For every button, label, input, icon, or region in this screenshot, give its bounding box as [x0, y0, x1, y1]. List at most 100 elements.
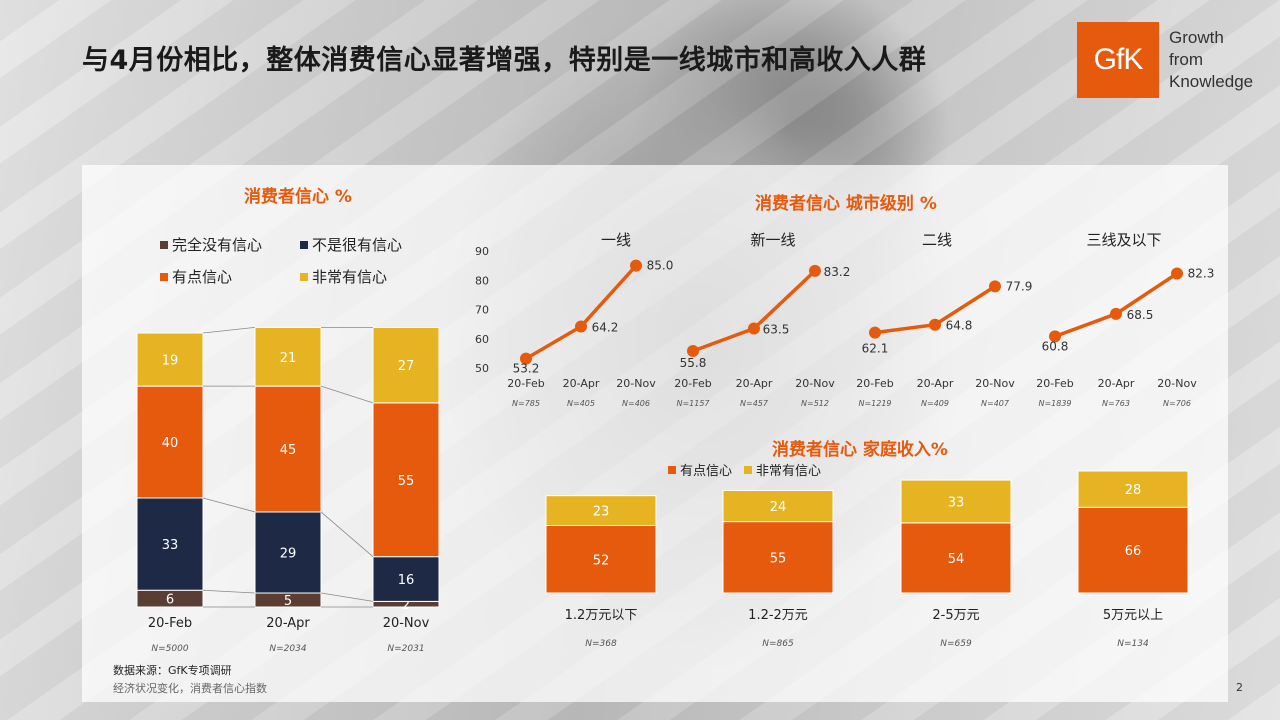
city-chart-title: 消费者信心 城市级别 % [755, 194, 937, 214]
data-label: 77.9 [1006, 279, 1033, 293]
sample-size-label: N=5000 [151, 644, 188, 654]
legend-item: 非常有信心 [744, 460, 821, 479]
bar-segment [545, 495, 657, 527]
series-label: 新一线 [750, 231, 795, 249]
data-label: 23 [593, 505, 610, 520]
x-tick-label: 20-Feb [674, 377, 711, 390]
data-label: 60.8 [1042, 339, 1069, 353]
data-label: 28 [1125, 483, 1142, 498]
sample-size-label: N=2031 [387, 644, 424, 654]
y-tick-label: 70 [475, 304, 489, 317]
legend-label: 完全没有信心 [172, 236, 263, 254]
tick-label: 20-Nov [383, 616, 430, 631]
sample-size-label: N=368 [585, 639, 617, 649]
sample-size-label: N=134 [1117, 639, 1149, 649]
data-label: 55 [770, 551, 787, 566]
sample-size-label: N=457 [740, 399, 769, 408]
sample-size-label: N=785 [512, 399, 540, 408]
data-point [748, 322, 760, 335]
y-tick-label: 50 [475, 362, 489, 375]
legend-label: 有点信心 [680, 464, 733, 479]
sample-size-label: N=1219 [858, 399, 891, 408]
bar-segment [372, 402, 440, 558]
y-tick-label: 80 [475, 274, 489, 287]
bar-segment [136, 332, 204, 387]
data-label: 53.2 [513, 362, 540, 376]
data-label: 2 [402, 598, 410, 613]
bar-segment [254, 385, 322, 513]
sample-size-label: N=763 [1102, 399, 1130, 408]
x-tick-label: 20-Apr [736, 377, 773, 390]
connector-line [320, 511, 374, 557]
data-label: 40 [162, 436, 179, 451]
x-tick-label: 20-Apr [563, 377, 600, 390]
data-point [1171, 267, 1183, 280]
sample-size-label: N=409 [921, 399, 949, 408]
data-label: 83.2 [824, 265, 851, 279]
data-label: 64.2 [592, 320, 619, 334]
stacked-chart-title: 消费者信心 % [244, 187, 352, 207]
connector-line [202, 327, 256, 334]
legend-swatch [160, 240, 168, 249]
legend-swatch [160, 272, 168, 281]
data-label: 24 [770, 500, 787, 515]
data-point [1110, 307, 1122, 320]
data-label: 27 [398, 359, 415, 374]
x-tick-label: 20-Nov [795, 377, 835, 390]
x-tick-label: 20-Apr [917, 377, 954, 390]
sample-size-label: N=407 [981, 399, 1010, 408]
sample-size-label: N=512 [801, 399, 829, 408]
bar-segment [900, 522, 1012, 594]
data-label: 33 [948, 496, 965, 511]
legend-label: 非常有信心 [312, 268, 388, 286]
source-subnote: 经济状况变化，消费者信心指数 [113, 682, 267, 695]
tick-label: 20-Feb [148, 616, 192, 631]
connector-line [202, 497, 256, 513]
data-point [520, 352, 532, 365]
bar-segment [900, 479, 1012, 524]
legend-item: 完全没有信心 [160, 234, 262, 255]
page-number: 2 [1236, 681, 1243, 694]
data-label: 5 [284, 594, 292, 609]
data-label: 63.5 [763, 323, 790, 337]
sample-size-label: N=405 [567, 399, 595, 408]
legend-label: 不是很有信心 [312, 236, 403, 254]
bar-segment [1077, 506, 1189, 594]
sample-size-label: N=2034 [269, 644, 306, 654]
page-title: 与4月份相比，整体消费信心显著增强，特别是一线城市和高收入人群 [82, 45, 927, 76]
sample-size-label: N=1839 [1038, 399, 1071, 408]
bar-segment [722, 489, 834, 523]
legend-swatch [300, 272, 308, 281]
legend-swatch [668, 465, 676, 474]
data-label: 68.5 [1127, 308, 1154, 322]
legend-item: 有点信心 [668, 460, 732, 479]
tick-label: 1.2-2万元 [748, 608, 808, 623]
data-label: 55 [398, 474, 415, 489]
data-point [929, 318, 941, 331]
bar-segment [372, 556, 440, 602]
bar-segment [254, 326, 322, 387]
y-tick-label: 90 [475, 245, 489, 258]
sample-size-label: N=659 [940, 639, 972, 649]
data-label: 16 [398, 573, 415, 588]
tick-label: 20-Apr [266, 616, 310, 631]
source-note: 数据来源：GfK专项调研 [113, 664, 232, 677]
tick-label: 5万元以上 [1103, 608, 1163, 623]
series-label: 二线 [922, 231, 952, 249]
sample-size-label: N=406 [622, 399, 650, 408]
data-point [630, 259, 642, 272]
data-label: 6 [166, 593, 174, 608]
data-label: 54 [948, 552, 965, 567]
data-point [869, 326, 881, 339]
data-label: 55.8 [680, 356, 707, 370]
gfk-logo: GfK [1077, 22, 1159, 98]
data-label: 45 [280, 443, 297, 458]
series-line [1054, 272, 1178, 339]
x-tick-label: 20-Feb [507, 377, 544, 390]
sample-size-label: N=1157 [676, 399, 710, 408]
tick-label: 1.2万元以下 [565, 608, 638, 623]
bar-segment [372, 326, 440, 404]
bar-segment [1077, 470, 1189, 508]
series-label: 一线 [601, 231, 631, 249]
